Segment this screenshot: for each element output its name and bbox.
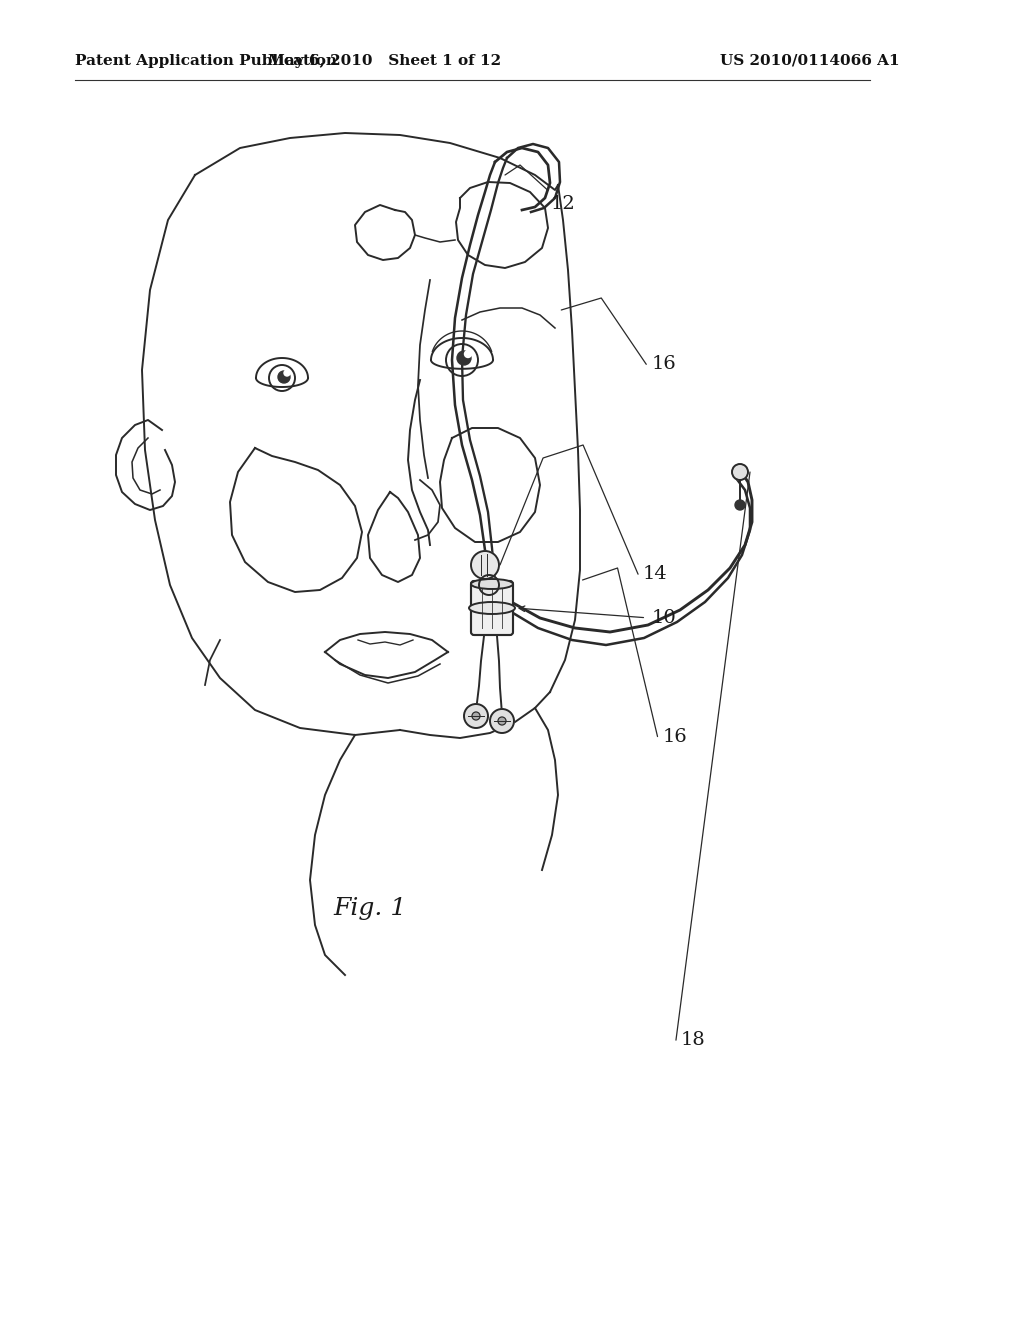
- Text: Patent Application Publication: Patent Application Publication: [75, 54, 337, 69]
- Circle shape: [465, 351, 471, 358]
- Circle shape: [498, 717, 506, 725]
- Circle shape: [732, 465, 748, 480]
- FancyBboxPatch shape: [471, 581, 513, 635]
- Text: 16: 16: [663, 727, 687, 746]
- Text: 12: 12: [551, 195, 575, 214]
- Circle shape: [457, 351, 471, 366]
- Text: 18: 18: [681, 1031, 706, 1049]
- Text: May 6, 2010   Sheet 1 of 12: May 6, 2010 Sheet 1 of 12: [268, 54, 502, 69]
- Circle shape: [284, 370, 290, 376]
- Text: 16: 16: [651, 355, 676, 374]
- Text: US 2010/0114066 A1: US 2010/0114066 A1: [720, 54, 900, 69]
- Ellipse shape: [469, 602, 515, 614]
- Text: 14: 14: [643, 565, 668, 583]
- Text: 10: 10: [651, 609, 676, 627]
- Circle shape: [464, 704, 488, 729]
- Circle shape: [735, 500, 745, 510]
- Circle shape: [278, 371, 290, 383]
- Circle shape: [490, 709, 514, 733]
- Circle shape: [471, 550, 499, 579]
- Circle shape: [479, 576, 499, 595]
- Ellipse shape: [471, 579, 513, 589]
- Text: Fig. 1: Fig. 1: [334, 898, 407, 920]
- Circle shape: [472, 711, 480, 719]
